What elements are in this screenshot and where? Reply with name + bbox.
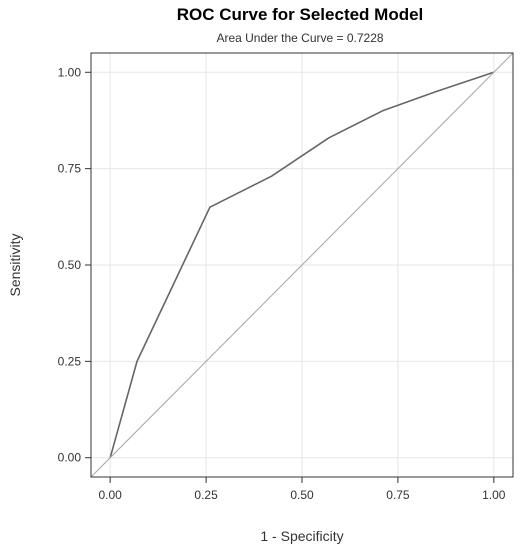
x-tick-label: 0.50	[290, 488, 314, 502]
y-tick-label: 0.25	[58, 354, 82, 368]
x-tick-label: 1.00	[482, 488, 506, 502]
y-tick-label: 0.00	[58, 451, 82, 465]
reference-diagonal-line	[90, 52, 514, 478]
x-axis-label: 1 - Specificity	[260, 528, 343, 544]
chart-subtitle: Area Under the Curve = 0.7228	[216, 31, 383, 45]
roc-curve-line	[109, 71, 495, 458]
y-axis-label: Sensitivity	[7, 233, 23, 296]
series-layer	[90, 52, 514, 478]
y-tick-label: 0.75	[58, 162, 82, 176]
y-axis-ticks: 0.00 0.25 0.50 0.75 1.00	[58, 65, 91, 465]
y-tick-label: 0.50	[58, 258, 82, 272]
grid	[91, 53, 513, 477]
x-axis-ticks: 0.00 0.25 0.50 0.75 1.00	[99, 477, 506, 502]
x-tick-label: 0.25	[194, 488, 218, 502]
x-tick-label: 0.00	[99, 488, 123, 502]
x-tick-label: 0.75	[386, 488, 410, 502]
chart-title: ROC Curve for Selected Model	[177, 5, 424, 24]
y-tick-label: 1.00	[58, 65, 82, 79]
